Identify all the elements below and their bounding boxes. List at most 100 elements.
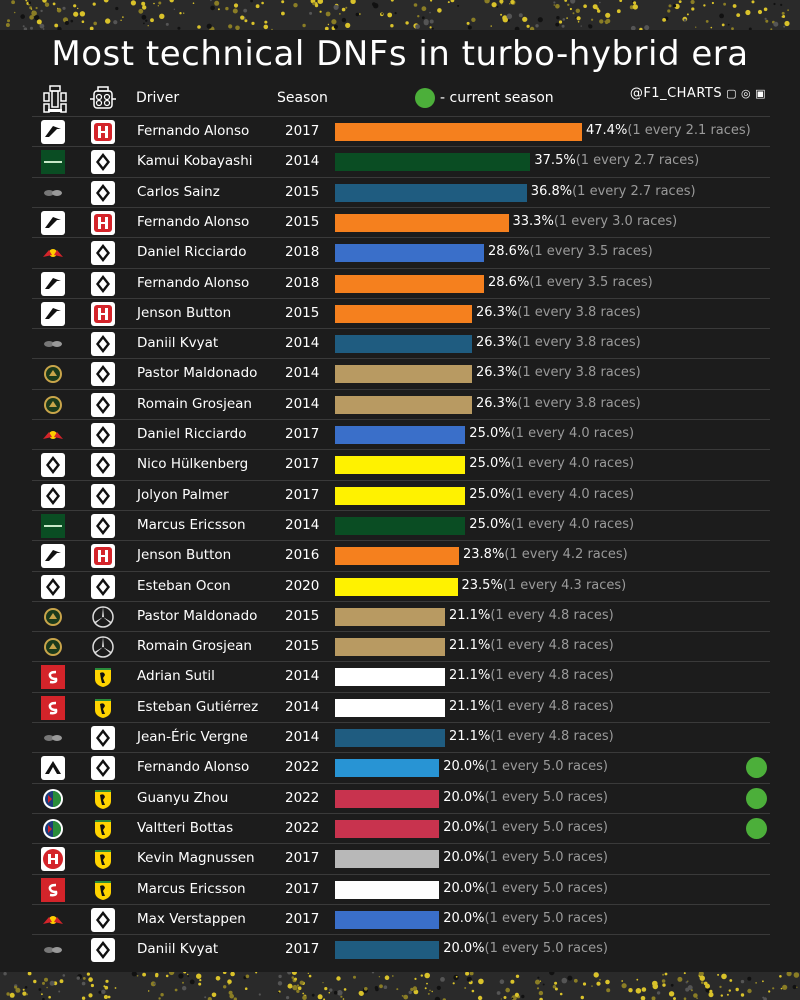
driver-name: Fernando Alonso — [137, 123, 250, 139]
dnf-percentage: 25.0% — [469, 456, 511, 472]
texture-speck — [331, 19, 337, 25]
texture-speck — [678, 0, 682, 3]
texture-speck — [153, 982, 156, 985]
texture-speck — [698, 972, 704, 977]
texture-speck — [62, 6, 66, 10]
texture-speck — [685, 981, 688, 984]
table-row: Romain Grosjean 2014 26.3%(1 every 3.8 rac… — [32, 388, 770, 420]
texture-speck — [632, 0, 634, 3]
texture-speck — [667, 9, 671, 13]
dnf-rate-bar — [335, 365, 472, 384]
texture-speck — [599, 978, 601, 981]
texture-speck — [309, 11, 313, 15]
dnf-rate-bar — [335, 123, 582, 141]
texture-speck — [31, 10, 37, 17]
texture-speck — [784, 20, 790, 27]
texture-speck — [553, 4, 556, 6]
texture-speck — [431, 27, 434, 30]
texture-speck — [113, 20, 118, 25]
season-year: 2014 — [285, 335, 320, 352]
driver-name: Esteban Gutiérrez — [137, 698, 259, 715]
mercedes-engine-logo-icon — [91, 604, 115, 629]
dnf-percentage: 23.5% — [461, 577, 503, 593]
texture-speck — [770, 28, 773, 30]
driver-column-header: Driver — [136, 90, 180, 106]
texture-speck — [333, 24, 338, 29]
texture-speck — [329, 988, 333, 992]
dnf-rate-bar — [335, 153, 531, 172]
texture-speck — [291, 976, 295, 979]
texture-speck — [561, 977, 568, 984]
red-bull-team-logo-icon — [41, 423, 65, 447]
sauber-team-logo-icon — [41, 665, 65, 690]
texture-speck — [263, 24, 269, 30]
texture-speck — [81, 996, 86, 1000]
texture-speck — [466, 21, 470, 25]
texture-speck — [169, 0, 174, 3]
dnf-rate-bar — [335, 395, 472, 414]
dnf-percentage: 26.3% — [476, 304, 518, 320]
texture-speck — [173, 8, 176, 10]
texture-speck — [673, 997, 676, 1000]
texture-speck — [145, 19, 148, 22]
texture-speck — [408, 990, 412, 995]
current-season-marker — [746, 787, 767, 809]
texture-speck — [555, 22, 560, 27]
texture-speck — [457, 4, 460, 7]
texture-speck — [639, 27, 643, 30]
renault-engine-logo-icon — [91, 423, 115, 447]
texture-speck — [229, 993, 234, 999]
texture-speck — [573, 978, 578, 983]
dnf-rate-bar — [335, 486, 466, 505]
table-row: Jenson Button 2016 23.8%(1 every 4.2 races… — [32, 540, 770, 571]
texture-speck — [314, 2, 318, 6]
texture-speck — [780, 3, 783, 6]
table-row: Carlos Sainz 2015 36.8%(1 every 2.7 races) — [32, 176, 770, 208]
texture-speck — [764, 17, 767, 20]
texture-speck — [44, 2, 50, 7]
table-row: Valtteri Bottas 2022 20.0%(1 every 5.0 rac… — [32, 812, 770, 844]
texture-speck — [9, 992, 15, 998]
texture-speck — [781, 15, 784, 18]
dnf-rate-label: 20.0%(1 every 5.0 races) — [443, 911, 608, 926]
texture-speck — [696, 997, 698, 999]
texture-speck — [255, 972, 258, 974]
texture-speck — [42, 997, 45, 1000]
texture-speck — [596, 981, 601, 986]
texture-speck — [705, 987, 711, 993]
texture-speck — [105, 979, 109, 983]
texture-speck — [20, 14, 26, 19]
texture-speck — [635, 988, 642, 994]
texture-speck — [593, 972, 599, 978]
texture-speck — [93, 21, 97, 26]
dnf-percentage: 26.3% — [476, 365, 518, 381]
texture-speck — [199, 979, 202, 982]
texture-speck — [394, 12, 397, 15]
dnf-frequency: (1 every 4.8 races) — [490, 729, 614, 744]
texture-speck — [34, 15, 40, 21]
dnf-frequency: (1 every 4.8 races) — [490, 698, 614, 714]
dnf-frequency: (1 every 4.0 races) — [510, 456, 635, 472]
texture-speck — [28, 1, 32, 4]
texture-speck — [500, 998, 502, 1000]
texture-speck — [44, 977, 48, 982]
dnf-rate-bar — [335, 213, 509, 232]
texture-speck — [505, 987, 511, 993]
texture-speck — [56, 7, 62, 13]
dnf-rate-label: 21.1%(1 every 4.8 races) — [449, 729, 614, 744]
texture-speck — [383, 985, 388, 989]
dnf-rate-label: 23.5%(1 every 4.3 races) — [462, 578, 627, 593]
texture-speck — [732, 4, 737, 8]
season-year: 2020 — [285, 577, 320, 594]
season-year: 2022 — [285, 789, 320, 806]
driver-name: Daniil Kvyat — [137, 941, 219, 958]
texture-speck — [307, 972, 309, 974]
texture-speck — [157, 5, 159, 7]
texture-speck — [73, 11, 79, 17]
mclaren-team-logo-icon — [41, 271, 65, 296]
texture-speck — [291, 972, 297, 975]
season-year: 2014 — [285, 516, 320, 533]
dnf-percentage: 25.0% — [469, 516, 511, 532]
texture-speck — [104, 985, 109, 990]
texture-speck — [294, 977, 297, 981]
